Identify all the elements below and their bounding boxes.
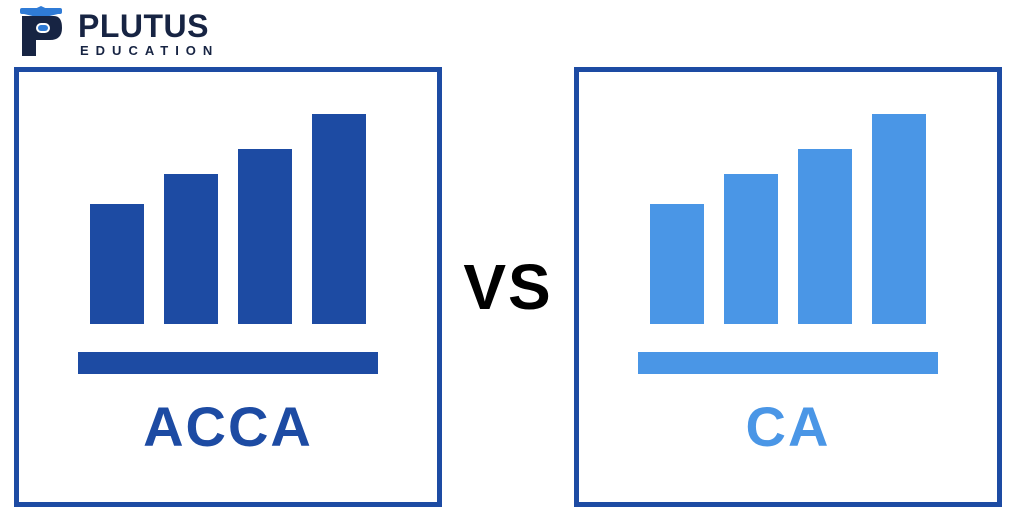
left-panel: ACCA [14,67,442,507]
logo-text: PLUTUS EDUCATION [78,10,219,57]
chart-bar [872,114,926,324]
logo-icon [14,6,68,60]
logo-subtitle: EDUCATION [80,44,219,57]
right-label: CA [746,394,831,459]
chart-bar [650,204,704,324]
right-panel: CA [574,67,1002,507]
chart-bar [164,174,218,324]
chart-bar [798,149,852,324]
right-bar-chart-icon [628,114,948,374]
logo-title: PLUTUS [78,10,219,42]
left-bar-chart-icon [68,114,388,374]
left-label: ACCA [143,394,313,459]
brand-logo: PLUTUS EDUCATION [14,6,219,60]
chart-bar [90,204,144,324]
vs-text: VS [463,250,552,324]
chart-bar [312,114,366,324]
chart-bar [724,174,778,324]
comparison-container: ACCA VS CA [14,68,1002,505]
chart-bar [238,149,292,324]
